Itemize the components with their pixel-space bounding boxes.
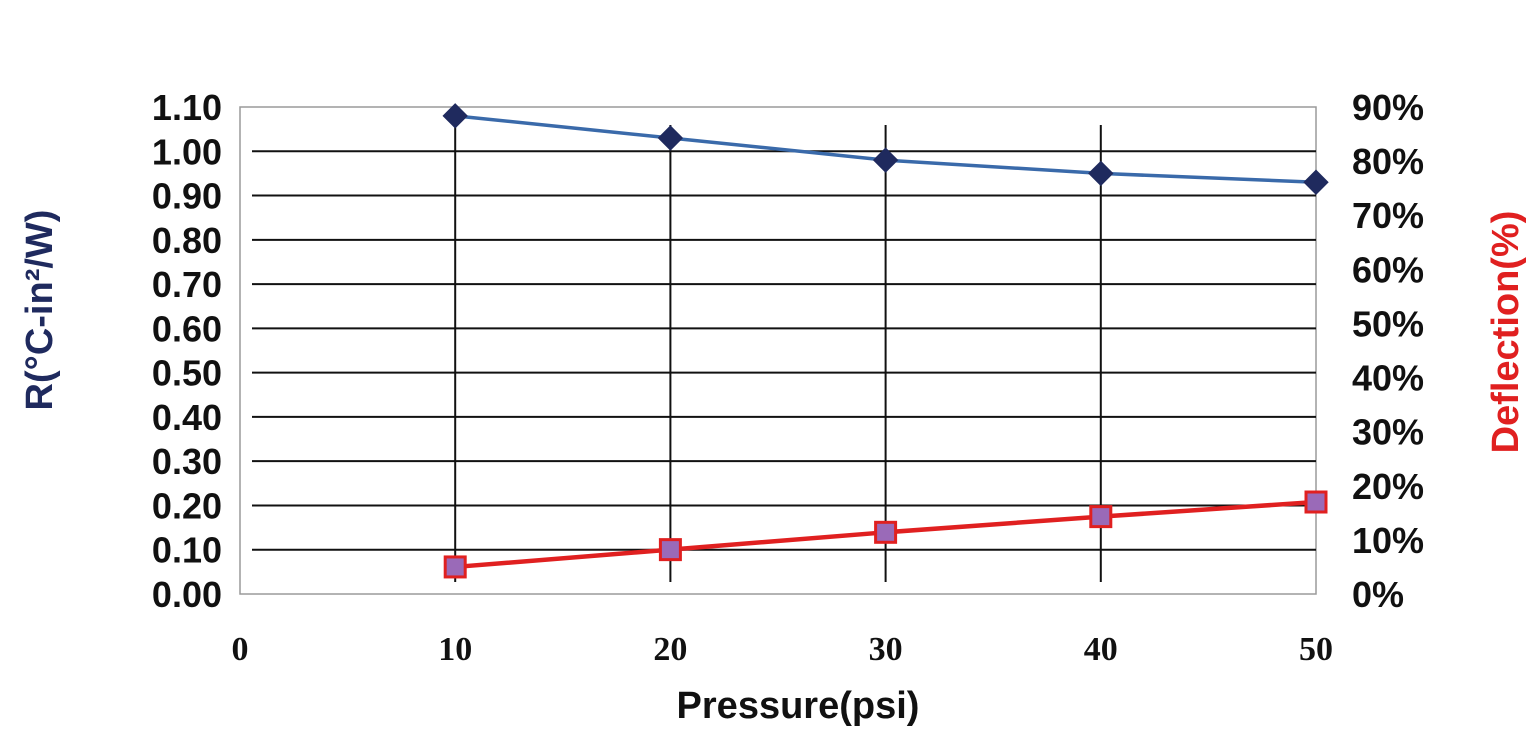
right-tick-label: 70% xyxy=(1352,195,1424,236)
right-tick-label: 40% xyxy=(1352,358,1424,399)
right-tick-label: 30% xyxy=(1352,412,1424,453)
left-tick-label: 0.10 xyxy=(152,530,222,571)
right-tick-label: 50% xyxy=(1352,303,1424,344)
right-tick-label: 10% xyxy=(1352,520,1424,561)
right-tick-label: 0% xyxy=(1352,574,1404,615)
left-tick-label: 1.00 xyxy=(152,131,222,172)
data-point-square xyxy=(443,555,467,579)
data-point-square xyxy=(658,538,682,562)
x-tick-label: 40 xyxy=(1084,631,1118,668)
x-tick-label: 30 xyxy=(869,631,903,668)
data-point-square xyxy=(1304,490,1328,514)
plot-frame xyxy=(239,106,1317,595)
left-tick-label: 0.90 xyxy=(152,176,222,217)
left-tick-label: 0.20 xyxy=(152,485,222,526)
left-tick-label: 1.10 xyxy=(152,87,222,128)
right-axis-title: Deflection(%) xyxy=(1485,211,1527,454)
right-tick-label: 60% xyxy=(1352,249,1424,290)
left-tick-label: 0.50 xyxy=(152,353,222,394)
right-tick-label: 80% xyxy=(1352,141,1424,182)
x-tick-label: 20 xyxy=(653,631,687,668)
data-point-diamond xyxy=(442,103,468,129)
x-tick-label: 10 xyxy=(438,631,472,668)
left-axis-title: R(°C-in²/W) xyxy=(19,210,61,411)
left-tick-label: 0.00 xyxy=(152,574,222,615)
x-tick-label: 0 xyxy=(232,631,249,668)
x-axis-title: Pressure(psi) xyxy=(677,685,920,727)
x-axis-ticks: 0 10 20 30 40 50 xyxy=(232,631,1334,668)
data-point-diamond xyxy=(872,147,899,173)
series-markers xyxy=(442,103,1329,579)
data-point-diamond xyxy=(1088,160,1114,187)
left-axis-ticks: 0.000.100.200.300.400.500.600.700.800.90… xyxy=(152,87,222,615)
data-point-diamond xyxy=(657,125,684,151)
data-point-diamond xyxy=(1303,169,1329,195)
left-tick-label: 0.40 xyxy=(152,397,222,438)
right-tick-label: 20% xyxy=(1352,466,1424,507)
x-tick-label: 50 xyxy=(1299,631,1333,668)
left-tick-label: 0.30 xyxy=(152,441,222,482)
left-tick-label: 0.70 xyxy=(152,264,222,305)
right-axis-ticks: 0% 10% 20% 30% 40% 50% 60% 70% 80% 90% xyxy=(1352,87,1424,615)
plot-border xyxy=(239,106,1317,595)
data-point-square xyxy=(874,520,898,544)
right-tick-label: 90% xyxy=(1352,87,1424,128)
left-tick-label: 0.80 xyxy=(152,220,222,261)
data-point-square xyxy=(1089,505,1113,529)
left-tick-label: 0.60 xyxy=(152,308,222,349)
